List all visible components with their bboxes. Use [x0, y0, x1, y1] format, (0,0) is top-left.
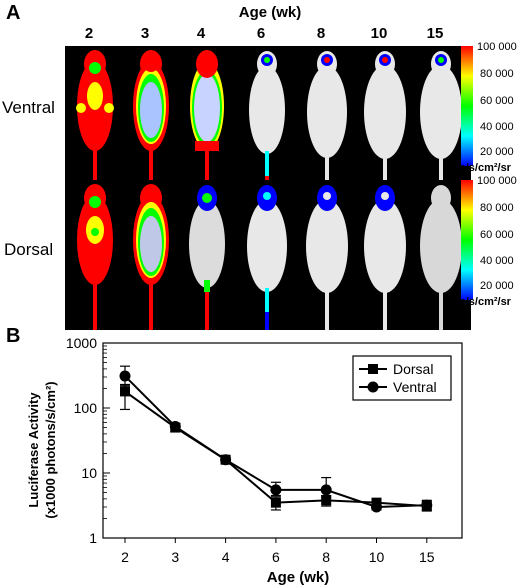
data-point-circle [169, 420, 181, 432]
y-axis-label-units: (x1000 photons/s/cm²) [43, 381, 58, 518]
data-point-circle [371, 501, 382, 513]
mouse-image-dorsal [121, 180, 181, 330]
x-tick-label: 8 [322, 549, 330, 565]
colorbar-unit: p/s/cm²/sr [459, 296, 511, 308]
colorbar-tick: 80 000 [480, 202, 514, 214]
row-label-ventral: Ventral [2, 98, 55, 117]
age-label: 4 [196, 25, 206, 42]
x-tick-label: 15 [419, 549, 435, 565]
panel-a-letter: A [6, 2, 21, 24]
legend-label: Dorsal [393, 361, 433, 377]
x-tick-label: 3 [171, 549, 179, 565]
x-tick-label: 4 [222, 549, 230, 565]
luciferase-chart: 1 10 100 1000 2 3 4 6 8 10 15 Dorsal Ventral Lucife… [26, 335, 463, 586]
age-label: 3 [140, 25, 150, 42]
data-point-square [120, 386, 130, 397]
colorbar-unit: p/s/cm²/sr [459, 162, 511, 174]
data-point-circle [220, 454, 232, 466]
data-point-square [321, 495, 332, 506]
mouse-image-ventral [65, 46, 125, 196]
y-axis-label: Luciferase Activity [26, 392, 41, 508]
colorbar-tick: 100 000 [477, 41, 517, 53]
mouse-image-ventral [237, 46, 297, 196]
x-tick-label: 6 [272, 549, 280, 565]
mouse-image-ventral [177, 46, 237, 196]
row-label-dorsal: Dorsal [4, 240, 54, 259]
mouse-image-dorsal [177, 180, 237, 330]
legend-label: Ventral [393, 379, 437, 395]
mouse-image-dorsal [237, 180, 297, 330]
mouse-image-dorsal [355, 180, 415, 330]
mouse-image-dorsal [65, 180, 125, 330]
colorbar-tick: 60 000 [480, 95, 514, 107]
age-label: 15 [426, 25, 444, 42]
mouse-image-ventral [121, 46, 181, 196]
x-axis-label: Age (wk) [267, 569, 330, 586]
mouse-image-ventral [297, 46, 357, 196]
y-tick-label: 10 [81, 465, 97, 481]
legend-marker [367, 381, 379, 393]
colorbar-tick: 60 000 [480, 229, 514, 241]
data-point-circle [270, 484, 282, 496]
age-label: 10 [370, 25, 388, 42]
colorbar-tick: 40 000 [480, 255, 514, 267]
y-tick-label: 1000 [66, 335, 97, 351]
colorbar-tick: 100 000 [477, 175, 517, 187]
colorbar-tick: 80 000 [480, 68, 514, 80]
colorbar-dorsal [461, 180, 473, 300]
age-label: 8 [316, 25, 326, 42]
y-tick-label: 1 [89, 530, 97, 546]
legend-marker [368, 364, 378, 374]
age-label: 6 [256, 25, 266, 42]
data-point-circle [320, 484, 332, 496]
age-label: 2 [84, 25, 94, 42]
chart-legend: Dorsal Ventral [352, 355, 452, 401]
data-point-circle [421, 499, 433, 511]
colorbar-ventral [461, 46, 473, 166]
chart-axes: 1 10 100 1000 2 3 4 6 8 10 15 [66, 335, 463, 565]
chart-series [119, 365, 433, 513]
mouse-image-dorsal [297, 180, 357, 330]
mouse-image-ventral [355, 46, 415, 196]
x-tick-label: 10 [369, 549, 385, 565]
colorbar-tick: 20 000 [480, 280, 514, 292]
colorbar-tick: 40 000 [480, 121, 514, 133]
age-title: Age (wk) [238, 4, 302, 21]
plot-frame [102, 342, 463, 539]
data-point-square [270, 497, 281, 508]
y-tick-label: 100 [74, 400, 98, 416]
x-tick-label: 2 [121, 549, 129, 565]
legend-box [352, 355, 452, 401]
data-point-circle [119, 370, 131, 382]
colorbar-tick: 20 000 [480, 146, 514, 158]
panel-b-letter: B [6, 325, 21, 347]
